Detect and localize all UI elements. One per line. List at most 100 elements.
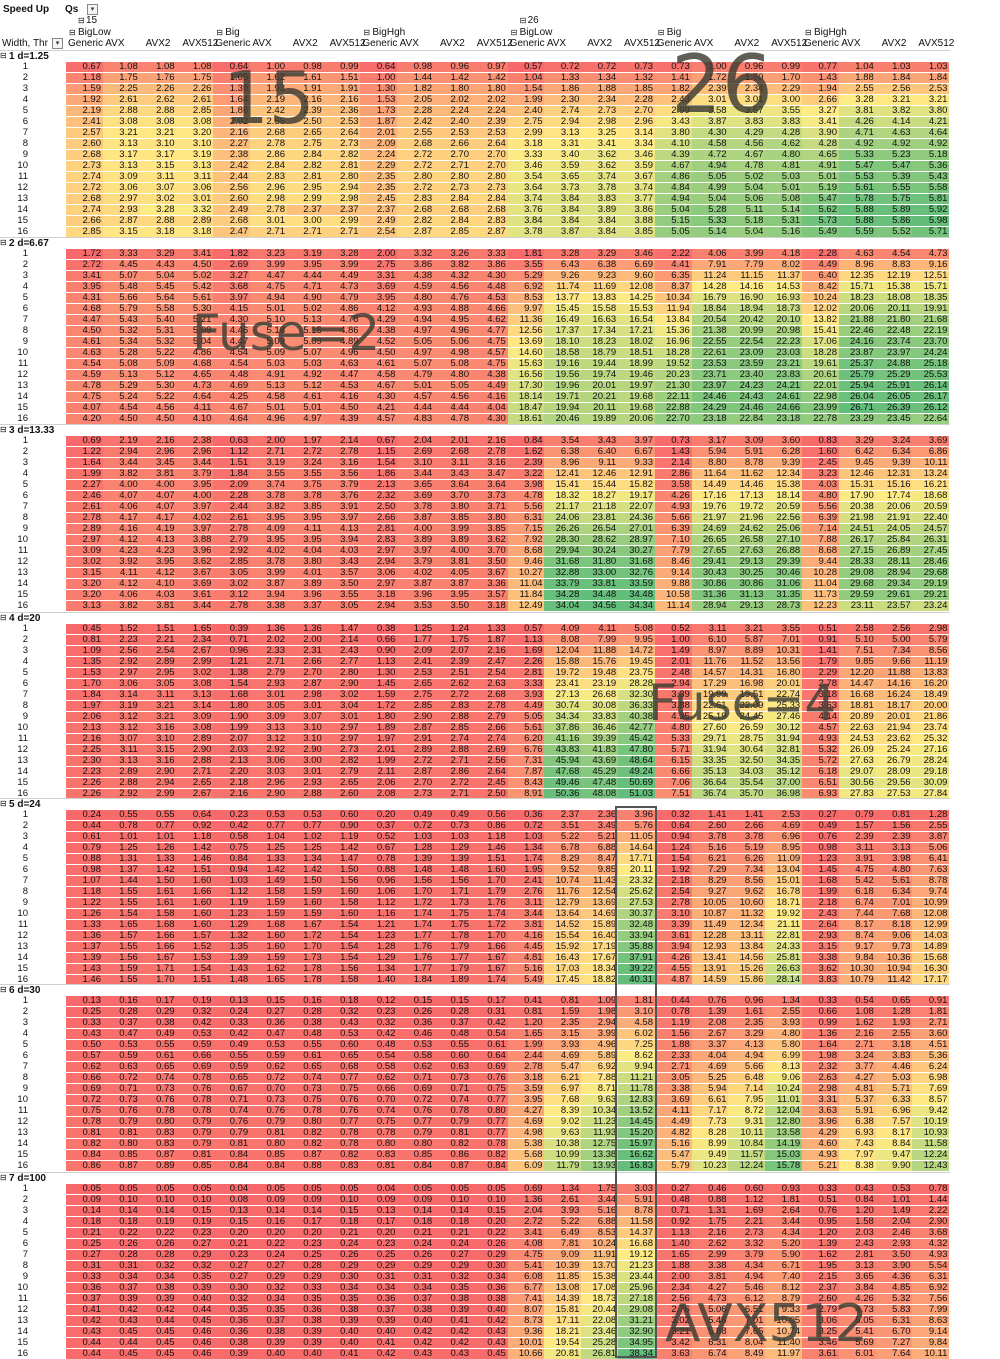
data-cell[interactable]: 26.04 <box>838 392 876 402</box>
data-cell[interactable]: 0.76 <box>176 1084 214 1094</box>
data-cell[interactable]: 3.87 <box>691 117 729 127</box>
data-cell[interactable]: 22.11 <box>654 392 692 402</box>
data-cell[interactable]: 2.43 <box>654 95 692 105</box>
data-cell[interactable]: 16.78 <box>765 887 803 897</box>
data-cell[interactable]: 3.76 <box>507 205 545 215</box>
data-cell[interactable]: 1.58 <box>838 1217 876 1227</box>
data-cell[interactable]: 3.01 <box>176 194 214 204</box>
data-cell[interactable]: 3.13 <box>544 128 582 138</box>
data-cell[interactable]: 2.84 <box>434 194 471 204</box>
data-cell[interactable]: 26.89 <box>875 546 913 556</box>
data-cell[interactable]: 23.21 <box>765 359 803 369</box>
data-cell[interactable]: 2.30 <box>66 756 103 766</box>
data-cell[interactable]: 0.73 <box>102 1095 140 1105</box>
data-cell[interactable]: 4.07 <box>139 502 177 512</box>
data-cell[interactable]: 0.09 <box>250 1195 287 1205</box>
group-label[interactable]: 7 d=100 <box>9 1173 46 1184</box>
data-cell[interactable]: 3.85 <box>434 513 471 523</box>
data-cell[interactable]: 2.68 <box>397 205 435 215</box>
data-cell[interactable]: 0.29 <box>397 1261 435 1271</box>
data-cell[interactable]: 0.24 <box>213 1007 251 1017</box>
data-cell[interactable]: 3.21 <box>912 95 950 105</box>
data-cell[interactable]: 27.15 <box>838 546 876 556</box>
data-cell[interactable]: 0.42 <box>470 1316 508 1326</box>
collapse-group-icon[interactable]: ⊟ <box>0 1173 7 1182</box>
data-cell[interactable]: 23.74 <box>912 723 950 733</box>
data-cell[interactable]: 8.99 <box>691 1139 729 1149</box>
data-cell[interactable]: 8.12 <box>765 1283 803 1293</box>
data-cell[interactable]: 2.01 <box>360 745 398 755</box>
data-cell[interactable]: 0.83 <box>360 1150 398 1160</box>
data-cell[interactable]: 4.64 <box>912 128 950 138</box>
data-cell[interactable]: 2.40 <box>434 117 471 127</box>
data-cell[interactable]: 1.70 <box>470 931 508 941</box>
data-cell[interactable]: 1.18 <box>176 832 214 842</box>
data-cell[interactable]: 0.39 <box>286 1338 324 1348</box>
data-cell[interactable]: 1.48 <box>213 975 251 985</box>
data-cell[interactable]: 32.90 <box>618 1327 655 1337</box>
data-cell[interactable]: 3.05 <box>213 568 251 578</box>
data-cell[interactable]: 3.16 <box>470 458 508 468</box>
data-cell[interactable]: 2.71 <box>323 227 361 237</box>
data-cell[interactable]: 2.54 <box>470 668 508 678</box>
data-cell[interactable]: 2.08 <box>691 1018 729 1028</box>
data-cell[interactable]: 5.89 <box>875 205 913 215</box>
data-cell[interactable]: 3.83 <box>875 1051 913 1061</box>
data-cell[interactable]: 23.11 <box>838 601 876 611</box>
data-cell[interactable]: 1.32 <box>213 931 251 941</box>
data-cell[interactable]: 3.10 <box>618 1007 655 1017</box>
data-cell[interactable]: 0.36 <box>66 1283 103 1293</box>
data-cell[interactable]: 1.67 <box>470 953 508 963</box>
data-cell[interactable]: 0.34 <box>470 1272 508 1282</box>
data-cell[interactable]: 16.24 <box>875 690 913 700</box>
data-cell[interactable]: 4.26 <box>654 491 692 501</box>
data-cell[interactable]: 5.61 <box>838 183 876 193</box>
data-cell[interactable]: 5.86 <box>875 216 913 226</box>
data-cell[interactable]: 4.92 <box>875 139 913 149</box>
data-cell[interactable]: 1.33 <box>66 920 103 930</box>
data-cell[interactable]: 7.87 <box>507 767 545 777</box>
data-cell[interactable]: 0.21 <box>323 1228 361 1238</box>
data-cell[interactable]: 4.45 <box>102 260 140 270</box>
data-cell[interactable]: 1.37 <box>102 865 140 875</box>
data-cell[interactable]: 2.22 <box>654 249 692 259</box>
data-cell[interactable]: 0.82 <box>434 1139 471 1149</box>
data-cell[interactable]: 0.53 <box>102 1040 140 1050</box>
data-cell[interactable]: 9.36 <box>507 1327 545 1337</box>
data-cell[interactable]: 10.27 <box>507 568 545 578</box>
data-cell[interactable]: 1.60 <box>470 865 508 875</box>
data-cell[interactable]: 5.34 <box>102 337 140 347</box>
data-cell[interactable]: 6.48 <box>728 1073 766 1083</box>
data-cell[interactable]: 0.29 <box>176 1250 214 1260</box>
data-cell[interactable]: 2.80 <box>434 172 471 182</box>
data-cell[interactable]: 2.60 <box>802 1294 839 1304</box>
data-cell[interactable]: 2.75 <box>507 117 545 127</box>
data-cell[interactable]: 1.91 <box>323 84 361 94</box>
data-cell[interactable]: 3.90 <box>802 128 839 138</box>
data-cell[interactable]: 0.18 <box>323 996 361 1006</box>
data-cell[interactable]: 0.25 <box>66 1239 103 1249</box>
data-cell[interactable]: 4.50 <box>102 414 140 424</box>
data-cell[interactable]: 0.37 <box>360 1305 398 1315</box>
data-cell[interactable]: 0.27 <box>66 1250 103 1260</box>
data-cell[interactable]: 0.79 <box>176 1128 214 1138</box>
data-cell[interactable]: 38.34 <box>618 1349 655 1359</box>
data-cell[interactable]: 0.96 <box>213 646 251 656</box>
data-cell[interactable]: 2.53 <box>912 84 950 94</box>
data-cell[interactable]: 2.84 <box>286 150 324 160</box>
data-cell[interactable]: 0.64 <box>470 1051 508 1061</box>
data-cell[interactable]: 4.96 <box>581 1040 619 1050</box>
data-cell[interactable]: 0.64 <box>176 810 214 820</box>
data-cell[interactable]: 18.27 <box>581 491 619 501</box>
data-cell[interactable]: 7.68 <box>875 909 913 919</box>
data-cell[interactable]: 13.64 <box>544 909 582 919</box>
data-cell[interactable]: 1.34 <box>507 843 545 853</box>
data-cell[interactable]: 1.36 <box>66 931 103 941</box>
data-cell[interactable]: 10.60 <box>728 898 766 908</box>
data-cell[interactable]: 1.55 <box>102 898 140 908</box>
data-cell[interactable]: 0.39 <box>323 1316 361 1326</box>
data-cell[interactable]: 3.90 <box>875 1261 913 1271</box>
data-cell[interactable]: 1.42 <box>176 843 214 853</box>
data-cell[interactable]: 4.76 <box>434 293 471 303</box>
data-cell[interactable]: 3.44 <box>765 1217 803 1227</box>
